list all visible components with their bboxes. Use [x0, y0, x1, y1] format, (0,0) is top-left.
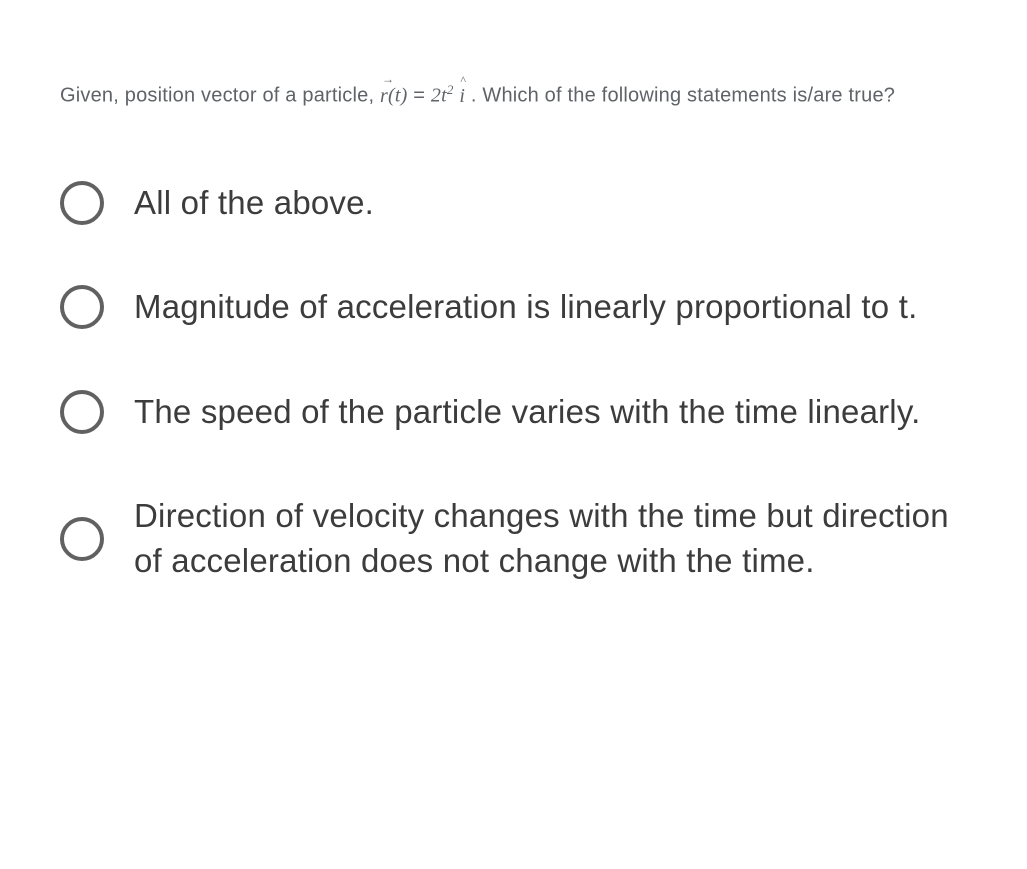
radio-icon[interactable]: [60, 390, 104, 434]
option-3[interactable]: The speed of the particle varies with th…: [60, 390, 967, 435]
radio-icon[interactable]: [60, 285, 104, 329]
equals: =: [407, 85, 430, 107]
vector-r: r: [380, 81, 388, 111]
option-2[interactable]: Magnitude of acceleration is linearly pr…: [60, 285, 967, 330]
options-group: All of the above. Magnitude of accelerat…: [60, 181, 967, 584]
coeff-2: 2: [431, 85, 441, 107]
question-pre: Given, position vector of a particle,: [60, 85, 380, 107]
radio-icon[interactable]: [60, 181, 104, 225]
option-1-label: All of the above.: [134, 181, 374, 226]
radio-icon[interactable]: [60, 517, 104, 561]
exponent-2: 2: [447, 82, 454, 97]
question-post: . Which of the following statements is/a…: [465, 85, 895, 107]
option-4[interactable]: Direction of velocity changes with the t…: [60, 494, 967, 583]
option-4-label: Direction of velocity changes with the t…: [134, 494, 967, 583]
question-prompt: Given, position vector of a particle, r(…: [60, 80, 967, 111]
paren-open: (: [388, 85, 395, 107]
option-3-label: The speed of the particle varies with th…: [134, 390, 920, 435]
unit-vector-i: i: [459, 81, 465, 111]
option-1[interactable]: All of the above.: [60, 181, 967, 226]
option-2-label: Magnitude of acceleration is linearly pr…: [134, 285, 917, 330]
